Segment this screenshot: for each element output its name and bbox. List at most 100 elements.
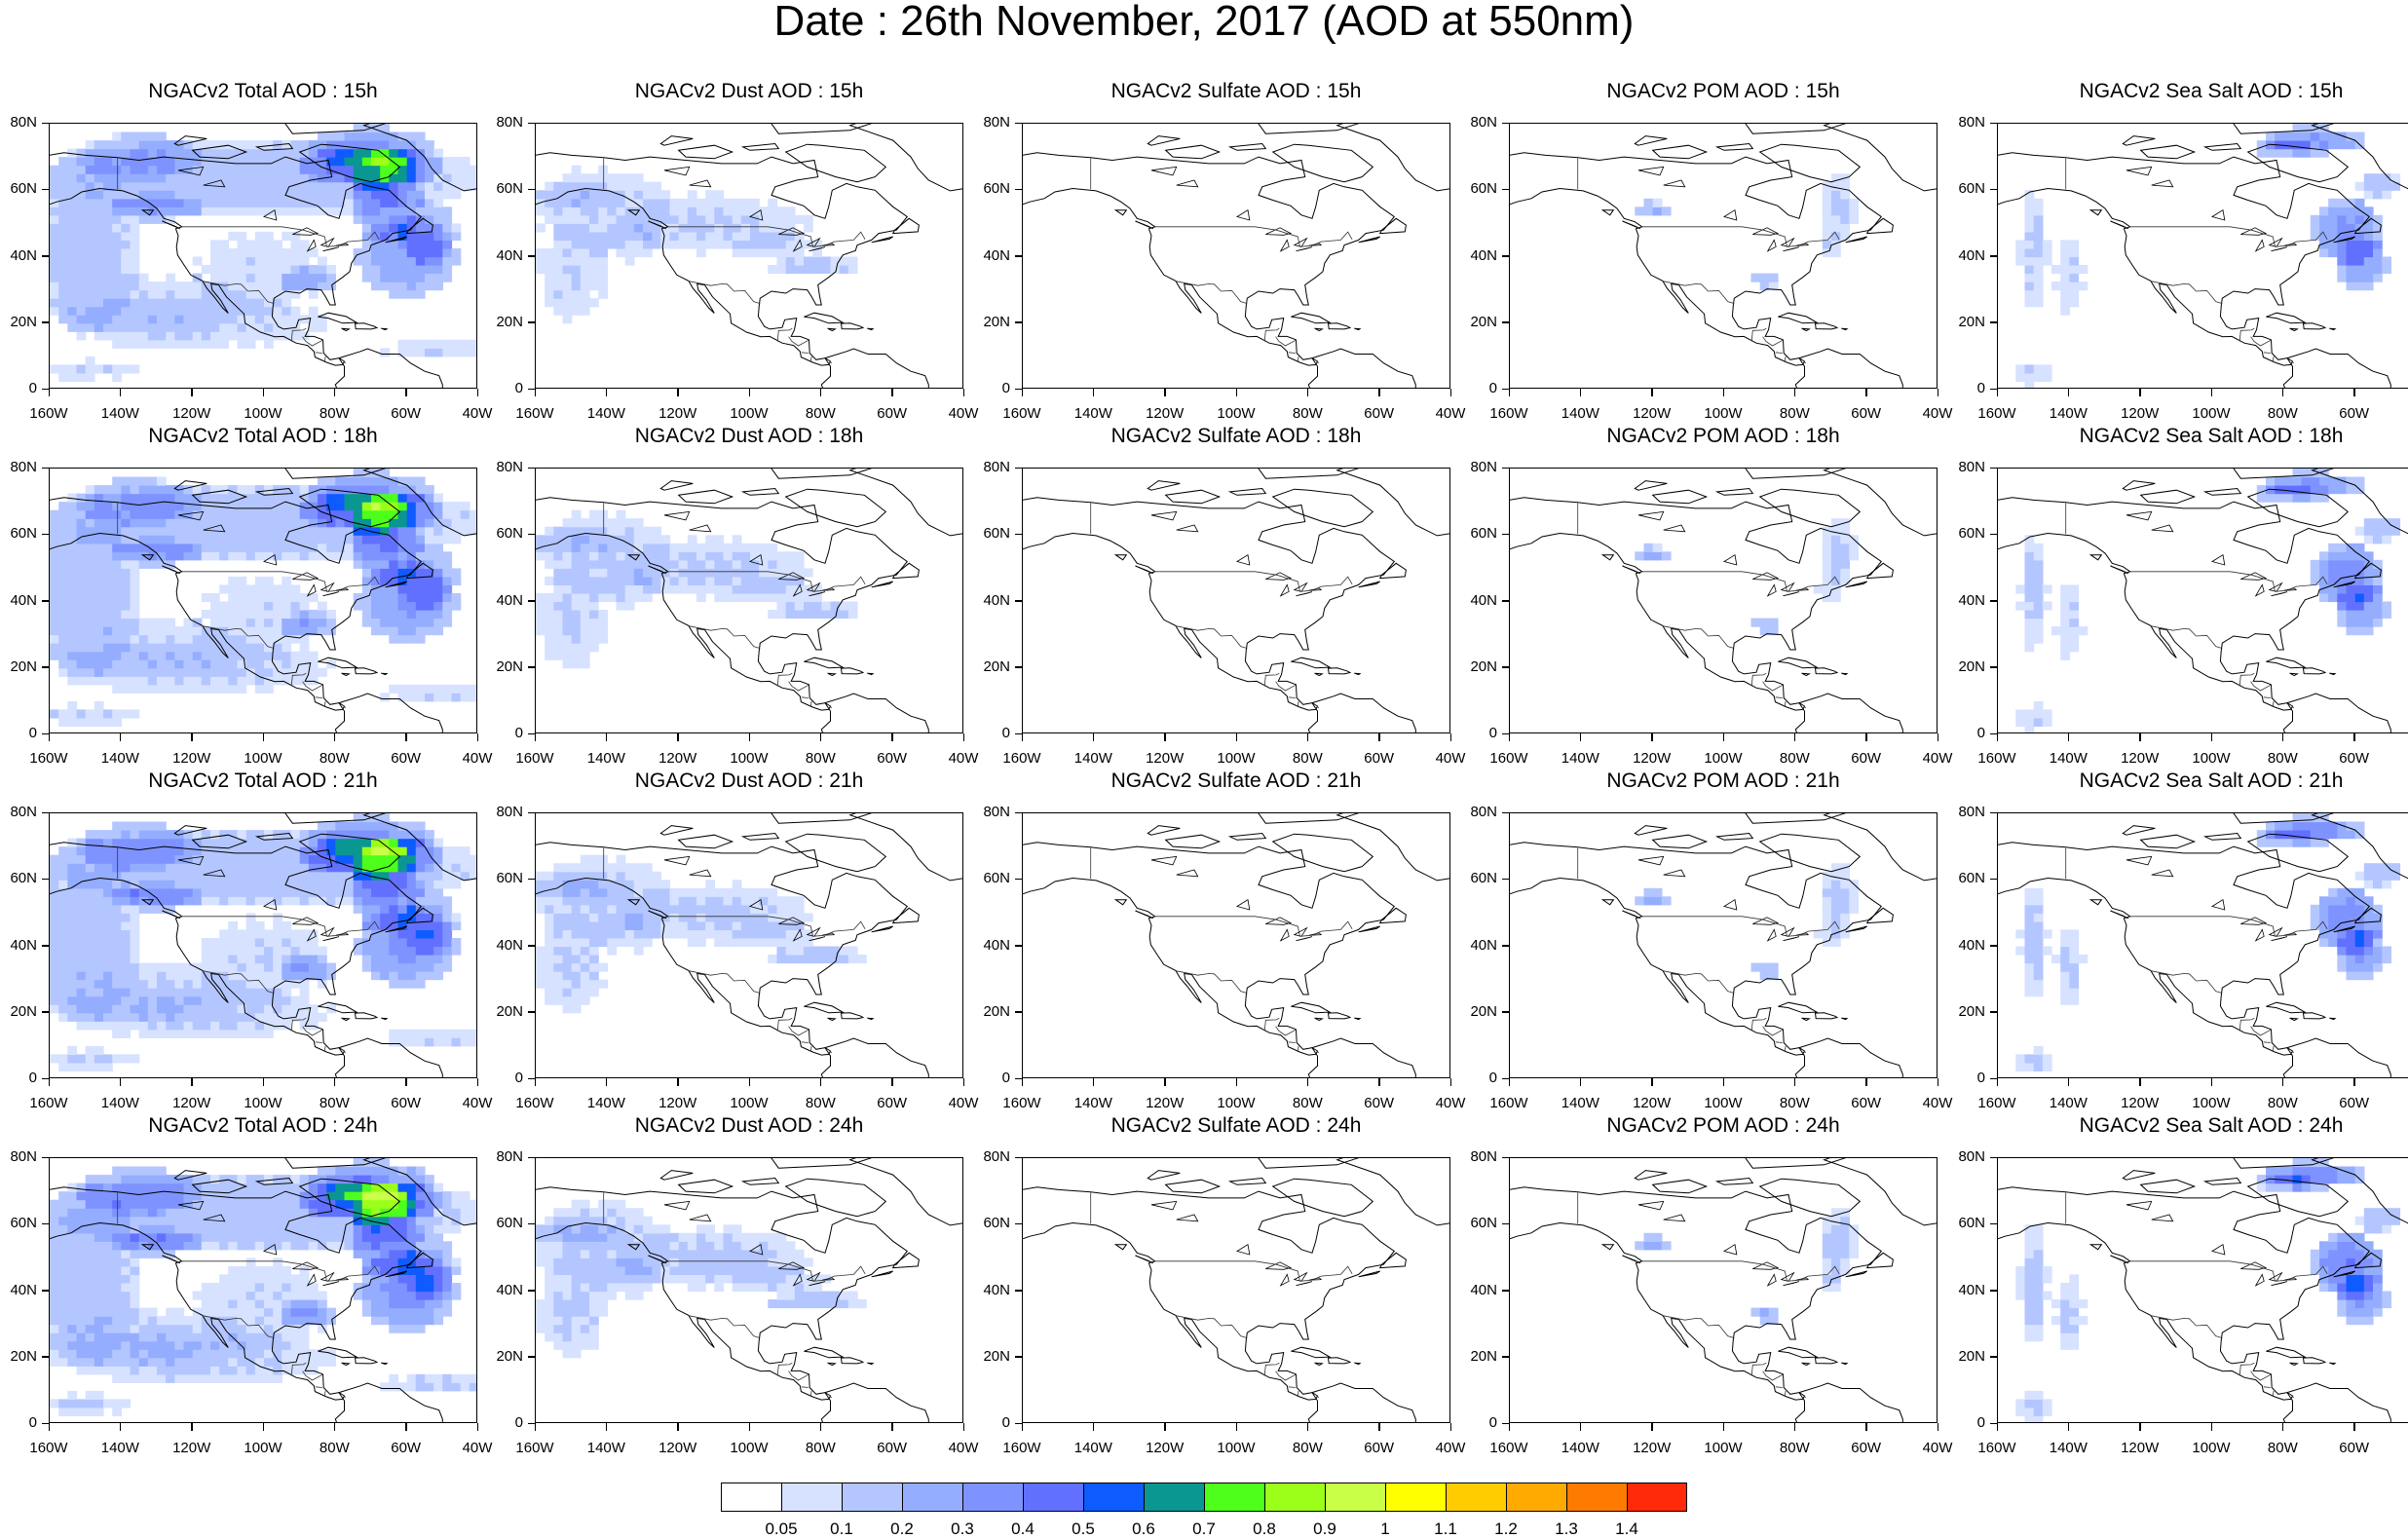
- axis-tick: [42, 1290, 49, 1292]
- colorbar-label: 1.1: [1416, 1520, 1475, 1539]
- axis-tick: [528, 1223, 535, 1225]
- map-canvas: [1510, 469, 1938, 733]
- longitude-label: 140W: [2034, 750, 2102, 767]
- country-borders: [1091, 1193, 1352, 1399]
- axis-tick: [1509, 1423, 1511, 1431]
- longitude-label: 140W: [1059, 1440, 1127, 1456]
- coastlines: [1510, 124, 1938, 389]
- axis-tick: [42, 1157, 49, 1159]
- axis-tick: [677, 389, 679, 396]
- colorbar-label: 0.1: [812, 1520, 871, 1539]
- latitude-label: 20N: [1927, 314, 1985, 330]
- latitude-label: 60N: [465, 180, 523, 197]
- latitude-label: 60N: [1439, 1215, 1497, 1231]
- axis-tick: [2139, 733, 2141, 741]
- latitude-label: 60N: [952, 180, 1010, 197]
- axis-tick: [263, 389, 265, 396]
- latitude-label: 40N: [1439, 247, 1497, 264]
- axis-tick: [42, 945, 49, 947]
- axis-tick: [749, 1078, 751, 1086]
- country-borders: [2066, 159, 2327, 364]
- longitude-label: 100W: [2177, 1440, 2245, 1456]
- latitude-label: 80N: [0, 459, 37, 475]
- axis-tick: [1307, 1423, 1309, 1431]
- coastlines: [1023, 1158, 1450, 1423]
- axis-tick: [1865, 1078, 1867, 1086]
- axis-tick: [1378, 733, 1380, 741]
- map-frame: [535, 123, 963, 389]
- aod-shading: [50, 124, 477, 382]
- axis-tick: [1723, 1423, 1725, 1431]
- axis-tick: [2211, 389, 2213, 396]
- latitude-label: 20N: [1927, 1348, 1985, 1365]
- latitude-label: 40N: [465, 1282, 523, 1298]
- latitude-label: 80N: [1927, 459, 1985, 475]
- longitude-label: 60W: [858, 1095, 926, 1111]
- axis-tick: [1990, 600, 1997, 602]
- axis-tick: [1990, 945, 1997, 947]
- axis-tick: [2282, 733, 2284, 741]
- axis-tick: [405, 1423, 407, 1431]
- map-canvas: [1998, 1158, 2408, 1423]
- longitude-label: 80W: [300, 405, 368, 422]
- longitude-label: 140W: [86, 405, 154, 422]
- longitude-label: 120W: [1618, 750, 1686, 767]
- latitude-label: 20N: [1927, 658, 1985, 675]
- axis-tick: [120, 1423, 122, 1431]
- latitude-label: 20N: [1927, 1003, 1985, 1020]
- axis-tick: [1015, 534, 1022, 536]
- colorbar-label: 0.05: [752, 1520, 810, 1539]
- axis-tick: [528, 945, 535, 947]
- longitude-label: 60W: [1832, 750, 1900, 767]
- longitude-label: 60W: [1832, 405, 1900, 422]
- longitude-label: 140W: [86, 750, 154, 767]
- axis-tick: [528, 600, 535, 602]
- axis-tick: [1093, 1078, 1095, 1086]
- latitude-label: 60N: [0, 1215, 37, 1231]
- axis-tick: [1997, 389, 1999, 396]
- latitude-label: 80N: [0, 1148, 37, 1165]
- axis-tick: [528, 879, 535, 881]
- aod-shading: [1635, 518, 1859, 635]
- axis-tick: [528, 1011, 535, 1013]
- longitude-label: 100W: [229, 750, 297, 767]
- axis-tick: [1307, 389, 1309, 396]
- map-canvas: [1510, 813, 1938, 1078]
- longitude-label: 40W: [1903, 1440, 1972, 1456]
- map-canvas: [1023, 1158, 1450, 1423]
- longitude-label: 60W: [1832, 1095, 1900, 1111]
- longitude-label: 120W: [1131, 1095, 1199, 1111]
- aod-shading: [50, 813, 477, 1071]
- axis-tick: [1580, 733, 1582, 741]
- longitude-label: 80W: [1273, 750, 1341, 767]
- colorbar-label: 1.3: [1537, 1520, 1596, 1539]
- axis-tick: [749, 389, 751, 396]
- longitude-label: 140W: [1546, 405, 1614, 422]
- colorbar-label: 0.2: [873, 1520, 931, 1539]
- map-canvas: [1023, 124, 1450, 389]
- panel-title: NGACv2 Sulfate AOD : 18h: [983, 425, 1489, 448]
- longitude-label: 40W: [2391, 750, 2408, 767]
- latitude-label: 20N: [1439, 314, 1497, 330]
- panel-title: NGACv2 Sulfate AOD : 15h: [983, 80, 1489, 103]
- axis-tick: [49, 733, 51, 741]
- axis-tick: [1990, 255, 1997, 257]
- axis-tick: [1990, 189, 1997, 191]
- axis-tick: [1015, 123, 1022, 125]
- aod-shading: [536, 855, 867, 1014]
- axis-tick: [1236, 1423, 1238, 1431]
- longitude-label: 40W: [2391, 1095, 2408, 1111]
- latitude-label: 40N: [0, 247, 37, 264]
- longitude-label: 140W: [1546, 1095, 1614, 1111]
- latitude-label: 80N: [0, 114, 37, 131]
- longitude-label: 120W: [158, 1440, 226, 1456]
- longitude-label: 100W: [2177, 1095, 2245, 1111]
- longitude-label: 80W: [1760, 1440, 1828, 1456]
- latitude-label: 0: [952, 725, 1010, 741]
- latitude-label: 20N: [952, 658, 1010, 675]
- colorbar-swatch: [1264, 1483, 1325, 1512]
- longitude-label: 120W: [1618, 1095, 1686, 1111]
